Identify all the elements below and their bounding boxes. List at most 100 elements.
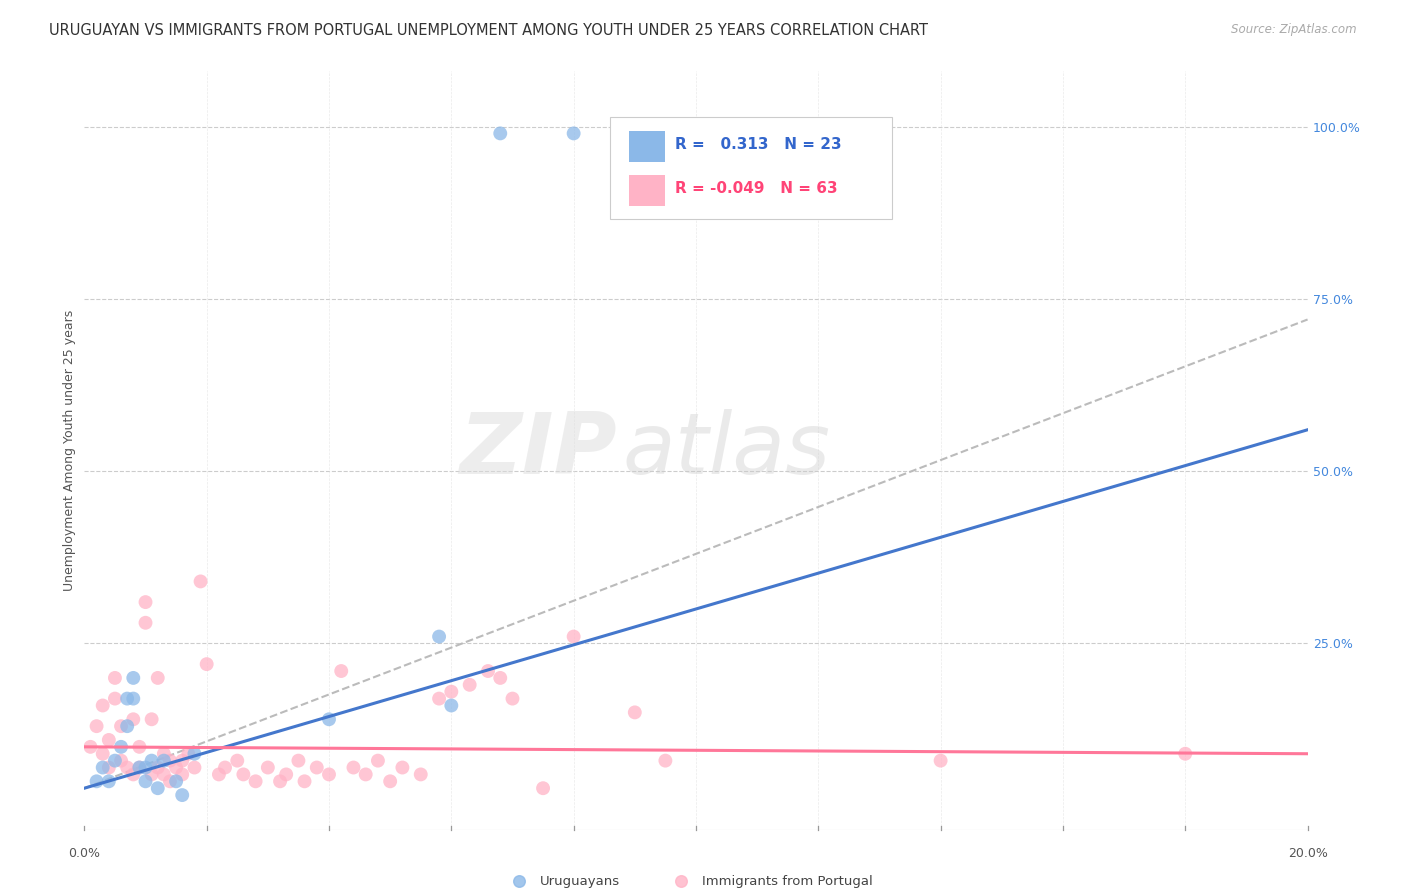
Point [489, 671, 512, 685]
Point [135, 595, 157, 609]
Point [135, 774, 157, 789]
Point [226, 754, 249, 768]
Point [195, 657, 218, 672]
Point [654, 754, 676, 768]
Point [391, 760, 413, 774]
Point [440, 684, 463, 698]
Point [97, 733, 120, 747]
Point [115, 719, 138, 733]
Point [624, 706, 647, 720]
Point [477, 664, 499, 678]
Text: 20.0%: 20.0% [1288, 847, 1327, 860]
Point [135, 760, 157, 774]
Point [562, 630, 585, 644]
Point [172, 754, 194, 768]
Point [141, 712, 163, 726]
Text: Source: ZipAtlas.com: Source: ZipAtlas.com [1232, 23, 1357, 37]
Point [79, 739, 101, 754]
Point [427, 691, 450, 706]
Point [153, 754, 176, 768]
Point [110, 754, 132, 768]
Point [153, 767, 176, 781]
Point [380, 774, 402, 789]
Text: R =   0.313   N = 23: R = 0.313 N = 23 [675, 137, 842, 153]
Point [122, 767, 145, 781]
Point [97, 760, 120, 774]
Text: ZIP: ZIP [458, 409, 616, 492]
Point [172, 767, 194, 781]
Point [367, 754, 389, 768]
Point [183, 747, 205, 761]
Bar [628, 175, 665, 205]
Point [232, 767, 254, 781]
Point [86, 719, 108, 733]
Point [208, 767, 231, 781]
Point [97, 774, 120, 789]
Point [531, 781, 554, 796]
Point [177, 747, 200, 761]
Bar [628, 131, 665, 161]
Point [104, 691, 127, 706]
Point [354, 767, 377, 781]
Point [330, 664, 353, 678]
Point [146, 781, 169, 796]
Point [427, 630, 450, 644]
Point [172, 788, 194, 802]
Point [159, 754, 181, 768]
Point [502, 691, 524, 706]
Point [276, 767, 298, 781]
Point [318, 767, 340, 781]
Point [91, 698, 114, 713]
Point [165, 774, 187, 789]
Point [342, 760, 364, 774]
Point [104, 671, 127, 685]
Point [165, 760, 187, 774]
Point [91, 760, 114, 774]
Point [110, 739, 132, 754]
Point [440, 698, 463, 713]
Point [128, 739, 150, 754]
Text: URUGUAYAN VS IMMIGRANTS FROM PORTUGAL UNEMPLOYMENT AMONG YOUTH UNDER 25 YEARS CO: URUGUAYAN VS IMMIGRANTS FROM PORTUGAL UN… [49, 23, 928, 38]
Point [86, 774, 108, 789]
Point [122, 712, 145, 726]
Point [245, 774, 267, 789]
Point [214, 760, 236, 774]
Point [190, 574, 212, 589]
Point [562, 127, 585, 141]
Point [128, 760, 150, 774]
Point [146, 760, 169, 774]
Point [141, 767, 163, 781]
Point [409, 767, 432, 781]
Point [141, 754, 163, 768]
Point [489, 127, 512, 141]
Point [115, 760, 138, 774]
Point [115, 691, 138, 706]
Point [135, 615, 157, 630]
FancyBboxPatch shape [610, 117, 891, 219]
Point [122, 691, 145, 706]
Text: R = -0.049   N = 63: R = -0.049 N = 63 [675, 181, 838, 196]
Text: 0.0%: 0.0% [69, 847, 100, 860]
Point [318, 712, 340, 726]
Point [159, 774, 181, 789]
Point [146, 671, 169, 685]
Point [929, 754, 952, 768]
Point [110, 719, 132, 733]
Text: atlas: atlas [623, 409, 831, 492]
Point [287, 754, 309, 768]
Text: Immigrants from Portugal: Immigrants from Portugal [702, 875, 873, 888]
Point [1174, 747, 1197, 761]
Point [128, 760, 150, 774]
Point [153, 747, 176, 761]
Point [104, 754, 127, 768]
Point [122, 671, 145, 685]
Point [183, 760, 205, 774]
Text: Uruguayans: Uruguayans [540, 875, 620, 888]
Y-axis label: Unemployment Among Youth under 25 years: Unemployment Among Youth under 25 years [63, 310, 76, 591]
Point [305, 760, 328, 774]
Point [91, 747, 114, 761]
Point [269, 774, 291, 789]
Point [294, 774, 316, 789]
Point [458, 678, 481, 692]
Point [257, 760, 280, 774]
